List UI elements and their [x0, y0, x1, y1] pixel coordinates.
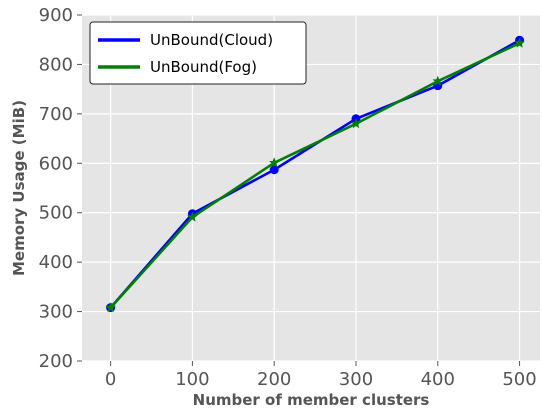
series-layer: [105, 35, 525, 313]
y-axis-label: Memory Usage (MiB): [10, 100, 28, 276]
legend-item: UnBound(Fog): [98, 58, 257, 76]
legend-box: [89, 21, 307, 85]
x-tick-label: 300: [339, 369, 373, 390]
data-point: [187, 211, 198, 222]
y-tick-label: 800: [39, 54, 73, 75]
x-tick-label: 100: [175, 369, 209, 390]
legend: UnBound(Cloud) UnBound(Fog): [89, 21, 307, 85]
x-tick-label: 500: [502, 369, 536, 390]
data-point: [269, 165, 279, 175]
x-axis-label: Number of member clusters: [193, 391, 430, 409]
y-tick-label: 300: [39, 302, 73, 323]
series-line: [109, 41, 521, 309]
x-tick-label: 400: [421, 369, 455, 390]
y-tick-label: 500: [39, 203, 73, 224]
series-2: [105, 37, 525, 313]
data-point: [268, 157, 280, 168]
data-point: [432, 75, 443, 86]
tick-labels: 0 100 200 300 400 500 200 300 400 500 600 700 800 900: [39, 5, 537, 390]
y-tick-label: 400: [39, 252, 73, 273]
x-tick-label: 0: [105, 369, 116, 390]
y-tick-label: 700: [39, 104, 73, 125]
legend-label: UnBound(Cloud): [150, 31, 273, 49]
data-point: [350, 118, 362, 129]
legend-label: UnBound(Fog): [150, 58, 257, 76]
y-tick-label: 600: [39, 153, 73, 174]
data-point: [514, 37, 525, 48]
x-tick-label: 200: [257, 369, 291, 390]
data-point: [105, 302, 116, 313]
legend-item: UnBound(Cloud): [98, 31, 273, 49]
y-tick-label: 200: [39, 351, 73, 372]
y-tick-label: 900: [39, 5, 73, 26]
